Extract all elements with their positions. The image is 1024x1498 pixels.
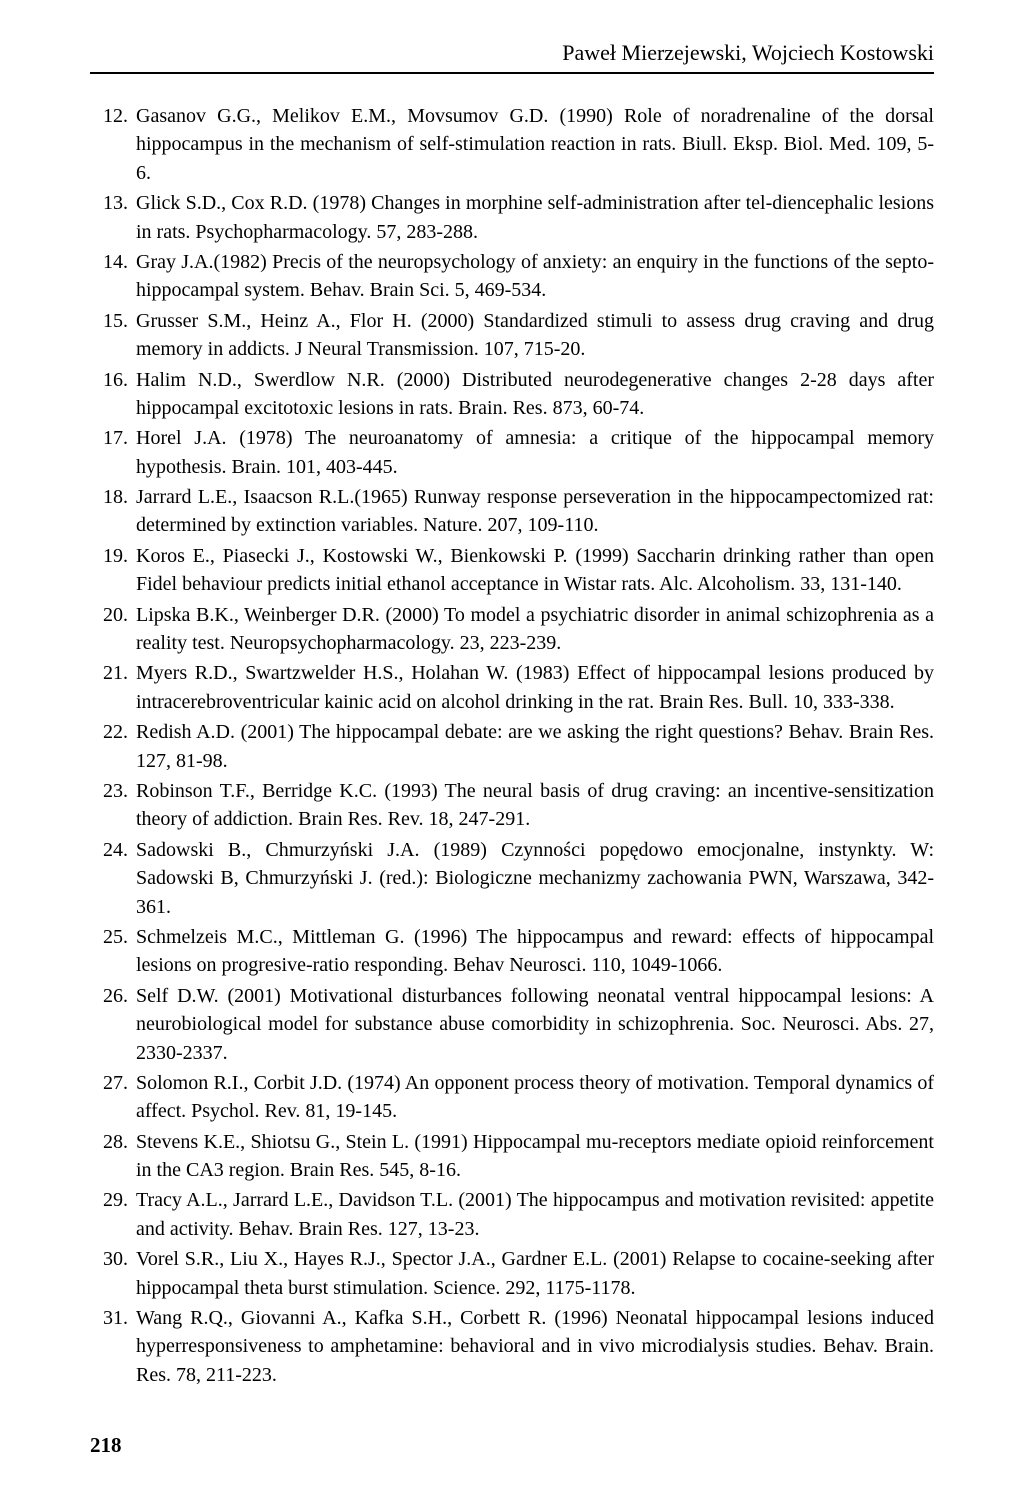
- ref-num: 19.: [90, 542, 136, 599]
- ref-text: Lipska B.K., Weinberger D.R. (2000) To m…: [136, 601, 934, 658]
- reference-item: 26.Self D.W. (2001) Motivational disturb…: [90, 982, 934, 1067]
- ref-text: Gasanov G.G., Melikov E.M., Movsumov G.D…: [136, 102, 934, 187]
- ref-text: Robinson T.F., Berridge K.C. (1993) The …: [136, 777, 934, 834]
- ref-num: 26.: [90, 982, 136, 1067]
- ref-num: 27.: [90, 1069, 136, 1126]
- reference-item: 24.Sadowski B., Chmurzyński J.A. (1989) …: [90, 836, 934, 921]
- reference-item: 21.Myers R.D., Swartzwelder H.S., Holaha…: [90, 659, 934, 716]
- ref-text: Stevens K.E., Shiotsu G., Stein L. (1991…: [136, 1128, 934, 1185]
- reference-item: 20.Lipska B.K., Weinberger D.R. (2000) T…: [90, 601, 934, 658]
- ref-num: 23.: [90, 777, 136, 834]
- ref-num: 31.: [90, 1304, 136, 1389]
- reference-item: 13.Glick S.D., Cox R.D. (1978) Changes i…: [90, 189, 934, 246]
- ref-text: Sadowski B., Chmurzyński J.A. (1989) Czy…: [136, 836, 934, 921]
- reference-item: 14.Gray J.A.(1982) Precis of the neurops…: [90, 248, 934, 305]
- ref-num: 17.: [90, 424, 136, 481]
- ref-text: Gray J.A.(1982) Precis of the neuropsych…: [136, 248, 934, 305]
- reference-item: 30.Vorel S.R., Liu X., Hayes R.J., Spect…: [90, 1245, 934, 1302]
- ref-num: 24.: [90, 836, 136, 921]
- reference-item: 22.Redish A.D. (2001) The hippocampal de…: [90, 718, 934, 775]
- reference-item: 31.Wang R.Q., Giovanni A., Kafka S.H., C…: [90, 1304, 934, 1389]
- ref-text: Myers R.D., Swartzwelder H.S., Holahan W…: [136, 659, 934, 716]
- reference-item: 27.Solomon R.I., Corbit J.D. (1974) An o…: [90, 1069, 934, 1126]
- reference-item: 28.Stevens K.E., Shiotsu G., Stein L. (1…: [90, 1128, 934, 1185]
- ref-num: 16.: [90, 366, 136, 423]
- ref-num: 18.: [90, 483, 136, 540]
- page-number: 218: [90, 1433, 122, 1458]
- reference-item: 29.Tracy A.L., Jarrard L.E., Davidson T.…: [90, 1186, 934, 1243]
- ref-num: 14.: [90, 248, 136, 305]
- ref-text: Jarrard L.E., Isaacson R.L.(1965) Runway…: [136, 483, 934, 540]
- ref-num: 22.: [90, 718, 136, 775]
- ref-num: 29.: [90, 1186, 136, 1243]
- ref-num: 21.: [90, 659, 136, 716]
- ref-text: Solomon R.I., Corbit J.D. (1974) An oppo…: [136, 1069, 934, 1126]
- reference-item: 15.Grusser S.M., Heinz A., Flor H. (2000…: [90, 307, 934, 364]
- page: Paweł Mierzejewski, Wojciech Kostowski 1…: [0, 0, 1024, 1498]
- ref-num: 12.: [90, 102, 136, 187]
- ref-text: Glick S.D., Cox R.D. (1978) Changes in m…: [136, 189, 934, 246]
- ref-text: Self D.W. (2001) Motivational disturbanc…: [136, 982, 934, 1067]
- ref-num: 30.: [90, 1245, 136, 1302]
- ref-text: Grusser S.M., Heinz A., Flor H. (2000) S…: [136, 307, 934, 364]
- ref-text: Tracy A.L., Jarrard L.E., Davidson T.L. …: [136, 1186, 934, 1243]
- ref-text: Vorel S.R., Liu X., Hayes R.J., Spector …: [136, 1245, 934, 1302]
- reference-list: 12.Gasanov G.G., Melikov E.M., Movsumov …: [90, 102, 934, 1389]
- ref-text: Horel J.A. (1978) The neuroanatomy of am…: [136, 424, 934, 481]
- header-authors: Paweł Mierzejewski, Wojciech Kostowski: [562, 40, 934, 65]
- page-header: Paweł Mierzejewski, Wojciech Kostowski: [90, 40, 934, 74]
- reference-item: 12.Gasanov G.G., Melikov E.M., Movsumov …: [90, 102, 934, 187]
- ref-text: Koros E., Piasecki J., Kostowski W., Bie…: [136, 542, 934, 599]
- reference-item: 23.Robinson T.F., Berridge K.C. (1993) T…: [90, 777, 934, 834]
- reference-item: 19.Koros E., Piasecki J., Kostowski W., …: [90, 542, 934, 599]
- ref-text: Wang R.Q., Giovanni A., Kafka S.H., Corb…: [136, 1304, 934, 1389]
- ref-num: 28.: [90, 1128, 136, 1185]
- ref-text: Redish A.D. (2001) The hippocampal debat…: [136, 718, 934, 775]
- ref-num: 25.: [90, 923, 136, 980]
- reference-item: 18.Jarrard L.E., Isaacson R.L.(1965) Run…: [90, 483, 934, 540]
- ref-num: 15.: [90, 307, 136, 364]
- reference-item: 25.Schmelzeis M.C., Mittleman G. (1996) …: [90, 923, 934, 980]
- ref-text: Halim N.D., Swerdlow N.R. (2000) Distrib…: [136, 366, 934, 423]
- reference-item: 16.Halim N.D., Swerdlow N.R. (2000) Dist…: [90, 366, 934, 423]
- ref-num: 13.: [90, 189, 136, 246]
- ref-num: 20.: [90, 601, 136, 658]
- ref-text: Schmelzeis M.C., Mittleman G. (1996) The…: [136, 923, 934, 980]
- reference-item: 17.Horel J.A. (1978) The neuroanatomy of…: [90, 424, 934, 481]
